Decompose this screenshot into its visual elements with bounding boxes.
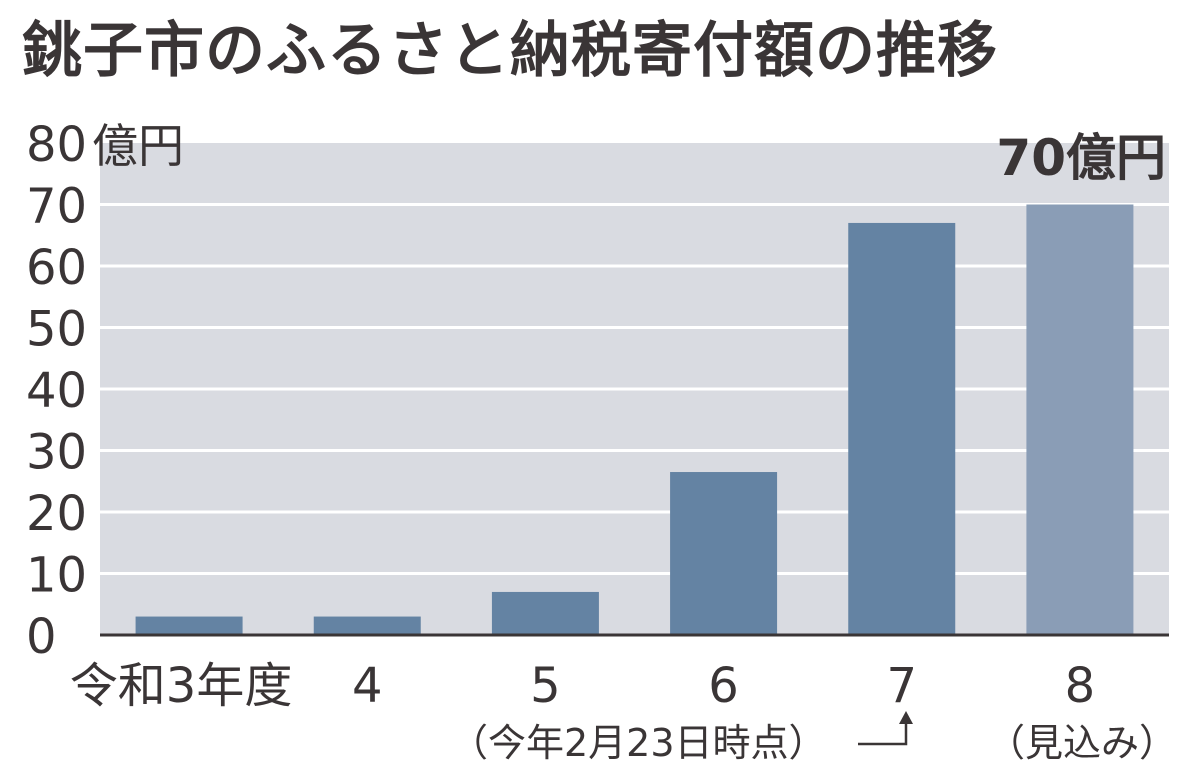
- bar: [313, 616, 421, 635]
- y-unit-label: 億円: [92, 119, 184, 173]
- x-tick-label: 令和3年度: [70, 658, 293, 714]
- arrow-head-icon: [899, 711, 913, 724]
- bar-value-label: 70億円: [996, 129, 1166, 187]
- y-tick-label: 30: [26, 425, 87, 481]
- bar: [1026, 204, 1134, 635]
- bar: [135, 616, 243, 635]
- chart-title: 銚子市のふるさと納税寄付額の推移: [22, 16, 998, 86]
- bar: [848, 222, 956, 635]
- category-8-note: （見込み）: [987, 721, 1177, 765]
- y-tick-label: 80: [26, 117, 87, 173]
- y-tick-label: 10: [26, 548, 87, 604]
- y-tick-label: 40: [26, 363, 87, 419]
- y-tick-label: 70: [26, 179, 87, 235]
- gridlines: [100, 203, 1169, 575]
- y-tick-label: 0: [26, 609, 57, 665]
- bar: [491, 591, 599, 635]
- y-tick-label: 20: [26, 486, 87, 542]
- note-arrow-icon: [858, 716, 908, 746]
- y-tick-label: 60: [26, 240, 87, 296]
- category-7-note: （今年2月23日時点）: [450, 721, 827, 765]
- x-tick-label: 5: [530, 658, 561, 714]
- x-tick-label: 4: [352, 658, 383, 714]
- x-tick-label: 6: [708, 658, 739, 714]
- y-tick-label: 50: [26, 302, 87, 358]
- x-axis-ticks: 令和3年度 4 5 6 7 8: [70, 658, 1095, 714]
- x-tick-label: 7: [886, 658, 917, 714]
- x-tick-label: 8: [1065, 658, 1096, 714]
- bars: [135, 204, 1134, 635]
- bar: [670, 472, 778, 635]
